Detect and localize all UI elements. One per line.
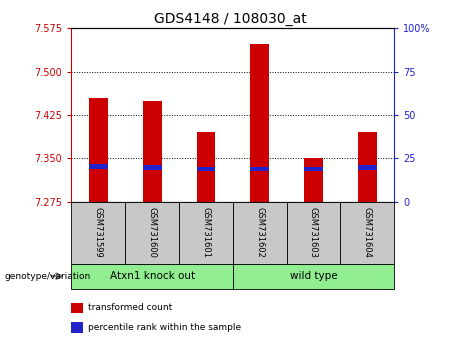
Bar bbox=[304, 158, 323, 202]
Text: GSM731599: GSM731599 bbox=[94, 207, 103, 258]
Text: GSM731602: GSM731602 bbox=[255, 207, 264, 258]
Bar bbox=[89, 164, 108, 169]
Text: genotype/variation: genotype/variation bbox=[5, 272, 91, 281]
Text: GDS4148 / 108030_at: GDS4148 / 108030_at bbox=[154, 12, 307, 27]
Text: Atxn1 knock out: Atxn1 knock out bbox=[110, 271, 195, 281]
Bar bbox=[143, 165, 161, 170]
Text: GSM731600: GSM731600 bbox=[148, 207, 157, 258]
Text: percentile rank within the sample: percentile rank within the sample bbox=[88, 323, 241, 332]
Bar bbox=[89, 98, 108, 202]
Bar bbox=[250, 44, 269, 202]
Text: GSM731601: GSM731601 bbox=[201, 207, 210, 258]
Text: GSM731604: GSM731604 bbox=[363, 207, 372, 258]
Bar bbox=[196, 132, 215, 202]
Bar bbox=[196, 166, 215, 171]
Text: wild type: wild type bbox=[290, 271, 337, 281]
Bar bbox=[358, 165, 377, 170]
Bar bbox=[143, 101, 161, 202]
Bar bbox=[358, 132, 377, 202]
Bar bbox=[250, 166, 269, 171]
Text: GSM731603: GSM731603 bbox=[309, 207, 318, 258]
Bar bbox=[304, 166, 323, 171]
Text: transformed count: transformed count bbox=[88, 303, 172, 313]
